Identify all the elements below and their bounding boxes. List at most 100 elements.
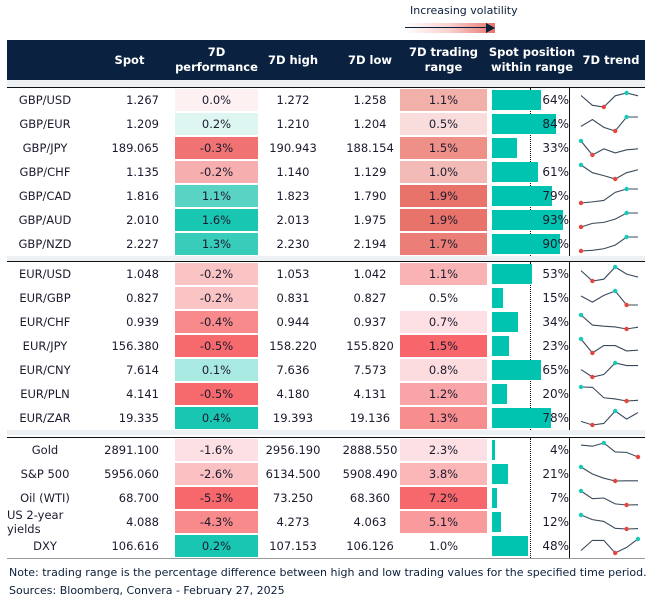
sparkline-chart: [578, 162, 639, 182]
spot-position-bar: [492, 138, 518, 158]
trading-range-cell: 5.1%: [400, 511, 487, 533]
instrument-name: EUR/PLN: [20, 387, 70, 401]
low-value: 188.154: [346, 141, 394, 155]
spot-value: 7.614: [126, 363, 159, 377]
instrument-name: Oil (WTI): [20, 491, 70, 505]
table-row: EUR/CHF 0.939 -0.4% 0.944 0.937 0.7% 34%: [7, 310, 645, 334]
sparkline-min-marker: [578, 224, 584, 230]
group-divider: [7, 86, 645, 88]
trading-range-cell: 2.3%: [400, 439, 487, 461]
sparkline-min-marker: [613, 176, 618, 182]
sparkline-max-marker: [635, 536, 641, 542]
spot-position-label: 84%: [542, 117, 569, 131]
sparkline-chart: [578, 312, 639, 332]
sparkline-min-marker: [613, 550, 618, 556]
low-value: 1.129: [353, 165, 387, 179]
sparkline-max-marker: [578, 138, 584, 144]
low-value: 0.937: [353, 315, 387, 329]
sparkline-chart: [580, 90, 639, 110]
header-text: within range: [490, 60, 574, 74]
header-spot-position: Spot position within range: [487, 40, 577, 80]
instrument-name: GBP/EUR: [19, 117, 71, 131]
high-value: 0.944: [276, 315, 310, 329]
high-value: 2.013: [276, 213, 310, 227]
high-value: 73.250: [272, 491, 314, 505]
sparkline-line: [580, 314, 639, 330]
spot-position-bar: [492, 234, 561, 254]
sparkline-line: [580, 188, 638, 204]
table-row: EUR/CNY 7.614 0.1% 7.636 7.573 0.8% 65%: [7, 358, 645, 382]
spot-position-bar: [492, 360, 542, 380]
table-row: GBP/CHF 1.135 -0.2% 1.140 1.129 1.0% 61%: [7, 160, 645, 184]
trading-range-cell: 1.5%: [400, 137, 487, 159]
spot-position-label: 23%: [542, 339, 569, 353]
high-value: 4.180: [276, 387, 310, 401]
spot-position-bar: [492, 408, 552, 428]
sources: Sources: Bloomberg, Convera - February 2…: [9, 584, 285, 595]
sparkline-max-marker: [578, 336, 584, 342]
high-value: 7.636: [276, 363, 310, 377]
high-value: 19.393: [272, 411, 314, 425]
low-value: 4.131: [353, 387, 387, 401]
spot-position-label: 12%: [542, 515, 569, 529]
performance-cell: -0.2%: [175, 287, 258, 309]
instrument-name: Gold: [31, 443, 59, 457]
sparkline-line: [580, 116, 638, 132]
low-value: 4.063: [353, 515, 387, 529]
instrument-name: GBP/JPY: [22, 141, 68, 155]
spot-position-bar: [492, 288, 504, 308]
spot-position-label: 33%: [542, 141, 569, 155]
low-value: 5908.490: [342, 467, 398, 481]
trading-range-cell: 1.1%: [400, 89, 487, 111]
performance-cell: -0.2%: [175, 263, 258, 285]
table-row: EUR/GBP 0.827 -0.2% 0.831 0.827 0.5% 15%: [7, 286, 645, 310]
header-spot: Spot: [114, 52, 145, 67]
trend-sparkline: [577, 334, 643, 358]
table-header: Spot 7D performance 7D high 7D low 7D tra…: [7, 40, 645, 80]
low-value: 106.126: [346, 539, 394, 553]
instrument-name: GBP/NZD: [18, 237, 72, 251]
trend-sparkline: [577, 310, 643, 334]
high-value: 158.220: [269, 339, 317, 353]
spot-value: 2891.100: [104, 443, 159, 457]
high-value: 1.053: [276, 267, 310, 281]
trend-sparkline: [577, 184, 643, 208]
sparkline-max-marker: [578, 512, 584, 518]
performance-cell: 1.1%: [175, 185, 258, 207]
volatility-gradient-arrow-icon: [405, 23, 495, 33]
midpoint-reference-line: [530, 438, 531, 558]
header-text: 7D trading: [408, 45, 479, 59]
group-spacer: [7, 256, 645, 261]
low-value: 0.827: [353, 291, 387, 305]
spot-position-bar: [492, 488, 498, 508]
sparkline-min-marker: [624, 502, 629, 508]
performance-cell: 1.6%: [175, 209, 258, 231]
sparkline-min-marker: [590, 278, 595, 284]
spot-position-label: 15%: [542, 291, 569, 305]
spot-position-bar: [492, 536, 529, 556]
sparkline-min-marker: [624, 326, 629, 332]
sparkline-chart: [578, 488, 639, 508]
header-7d-trend: 7D trend: [582, 52, 640, 67]
spot-position-label: 61%: [542, 165, 569, 179]
sparkline-line: [580, 362, 638, 378]
spot-position-bar: [492, 336, 510, 356]
table-row: GBP/NZD 2.227 1.3% 2.230 2.194 1.7% 90%: [7, 232, 645, 256]
sparkline-min-marker: [624, 526, 629, 532]
performance-cell: -4.3%: [175, 511, 258, 533]
instrument-name: GBP/USD: [18, 93, 72, 107]
sparkline-chart: [578, 210, 638, 230]
sparkline-max-marker: [613, 408, 618, 414]
high-value: 4.273: [276, 515, 310, 529]
low-value: 68.360: [349, 491, 391, 505]
sparkline-min-marker: [590, 422, 595, 428]
spot-position-bar: [492, 264, 533, 284]
header-7d-low: 7D low: [347, 52, 393, 67]
spot-position-label: 90%: [542, 237, 569, 251]
sparkline-chart: [580, 440, 641, 460]
sparkline-min-marker: [613, 478, 618, 484]
instrument-name: US 2-year yields: [7, 508, 64, 536]
trading-range-cell: 1.9%: [400, 185, 487, 207]
sparkline-line: [580, 442, 639, 458]
sparkline-chart: [578, 384, 639, 404]
